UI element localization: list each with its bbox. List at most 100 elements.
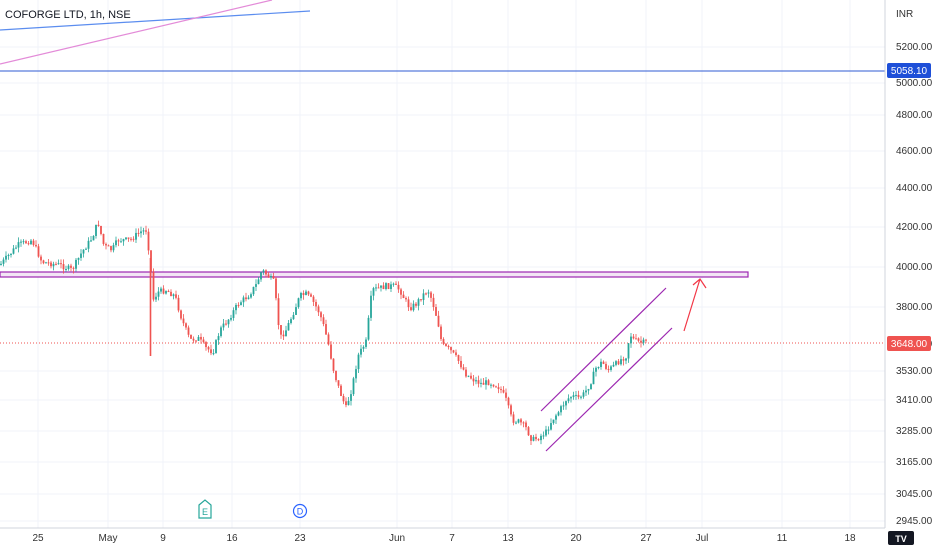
candlestick [30, 238, 32, 245]
candlestick [135, 228, 137, 243]
candlestick [140, 226, 142, 238]
candlestick [477, 375, 480, 388]
candlestick [117, 238, 120, 247]
candlestick [525, 420, 527, 431]
candlestick [280, 325, 282, 339]
candlestick [297, 297, 300, 309]
candlestick [237, 302, 240, 308]
trend-line-pink[interactable] [0, 0, 273, 65]
candlestick [545, 425, 547, 437]
candlestick [192, 336, 195, 344]
earnings-marker[interactable]: E [198, 499, 212, 519]
candlestick [317, 304, 320, 316]
time-tick-label: 18 [844, 533, 856, 544]
candlestick [482, 377, 485, 385]
candlestick [355, 365, 357, 383]
candlestick [242, 295, 245, 307]
candlestick [100, 225, 102, 236]
price-axis[interactable]: 5200.00 5000.00 4800.00 4600.00 4400.00 4200.… [884, 0, 932, 528]
candlestick [22, 239, 25, 245]
candlestick [7, 253, 10, 260]
candlestick [307, 290, 310, 297]
price-tick-label: 4600.00 [896, 146, 932, 157]
candlestick [287, 319, 290, 331]
trend-line-blue[interactable] [0, 10, 311, 31]
candlestick [432, 293, 435, 311]
candlestick [645, 338, 647, 343]
candlestick [232, 307, 235, 321]
candlestick [12, 245, 15, 255]
candlestick [27, 240, 30, 246]
candlestick [405, 296, 407, 302]
candlestick [357, 352, 360, 374]
candlestick [567, 394, 570, 404]
candlestick [20, 239, 22, 247]
channel-lower-line[interactable] [545, 327, 673, 452]
candlestick [80, 249, 82, 261]
price-badge-blue-line[interactable]: 5058.10 [887, 63, 931, 78]
candlestick [127, 237, 130, 242]
candlestick [617, 358, 620, 366]
candlestick [492, 384, 495, 388]
candlestick [437, 310, 440, 328]
candlestick [450, 346, 452, 354]
candlestick [230, 314, 232, 322]
candlestick [360, 344, 362, 358]
candlestick [70, 263, 72, 272]
candlestick [217, 333, 220, 345]
candlestick [385, 282, 387, 291]
candlestick [252, 286, 255, 296]
candlestick [500, 386, 502, 394]
candlestick [97, 220, 100, 227]
candlestick [137, 228, 140, 237]
candlestick [562, 401, 565, 410]
candlestick [642, 337, 645, 346]
time-tick-label: 13 [502, 533, 514, 544]
candlestick [195, 340, 197, 343]
candlestick [270, 273, 272, 280]
candlestick [605, 361, 607, 371]
candlestick [180, 309, 182, 321]
time-tick-label: 16 [226, 533, 238, 544]
candlestick [167, 289, 170, 293]
time-axis[interactable]: 25 May 9 16 23 Jun 7 13 20 27 Jul 11 18 TV [0, 527, 914, 545]
candlestick [190, 334, 192, 340]
candlestick [145, 225, 147, 235]
candlestick [257, 276, 260, 285]
time-tick-label: 20 [570, 533, 582, 544]
projection-arrow[interactable] [683, 278, 707, 332]
candlestick [410, 302, 412, 312]
candlestick [240, 300, 242, 306]
candlestick [272, 272, 275, 280]
candlestick [152, 268, 155, 302]
candlestick [465, 366, 467, 378]
dividend-marker[interactable]: D [292, 503, 308, 519]
candlestick [247, 295, 250, 300]
candlestick [290, 317, 292, 325]
candlestick [260, 271, 262, 282]
tradingview-logo[interactable]: TV [888, 531, 914, 545]
candlestick [210, 344, 212, 356]
candlestick [347, 397, 350, 406]
candlestick [10, 253, 12, 258]
candlestick [32, 238, 35, 247]
support-resistance-zone[interactable] [0, 271, 749, 278]
price-badge-last[interactable]: 3648.00 [887, 336, 931, 351]
candlestick [25, 239, 27, 245]
channel-upper-line[interactable] [540, 287, 667, 412]
drawings-layer[interactable] [0, 0, 885, 452]
candlestick [587, 388, 590, 395]
svg-text:E: E [202, 507, 208, 517]
candlestick [122, 238, 125, 246]
candlestick [407, 296, 410, 312]
candlestick [165, 290, 167, 295]
candlestick [480, 378, 482, 388]
candlestick [382, 282, 385, 290]
candlestick [592, 367, 595, 385]
candlestick [310, 292, 312, 298]
candlestick [415, 302, 417, 308]
svg-text:D: D [297, 507, 304, 517]
